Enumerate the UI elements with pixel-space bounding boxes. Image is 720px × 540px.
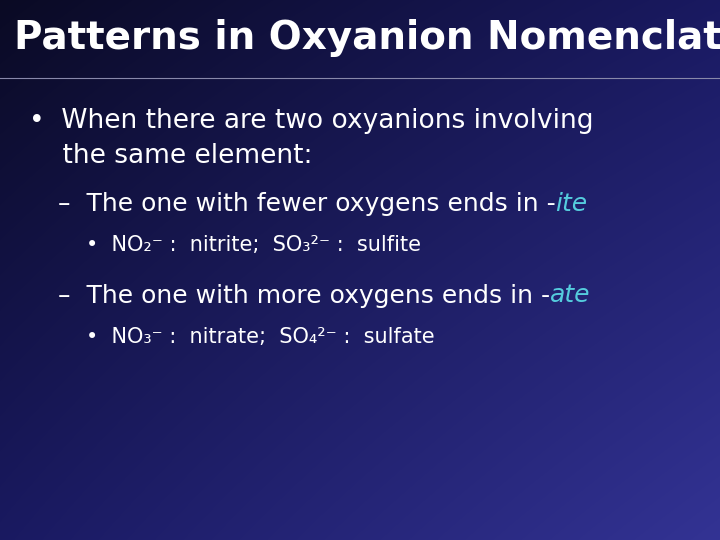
Text: Patterns in Oxyanion Nomenclature: Patterns in Oxyanion Nomenclature — [14, 19, 720, 57]
Text: •  NO₃⁻ :  nitrate;  SO₄²⁻ :  sulfate: • NO₃⁻ : nitrate; SO₄²⁻ : sulfate — [86, 327, 435, 347]
Text: ite: ite — [555, 192, 588, 215]
Text: –  The one with more oxygens ends in -: – The one with more oxygens ends in - — [58, 284, 550, 307]
Text: the same element:: the same element: — [29, 143, 312, 169]
Text: •  NO₂⁻ :  nitrite;  SO₃²⁻ :  sulfite: • NO₂⁻ : nitrite; SO₃²⁻ : sulfite — [86, 235, 421, 255]
Text: •  When there are two oxyanions involving: • When there are two oxyanions involving — [29, 108, 593, 134]
Text: ate: ate — [550, 284, 590, 307]
Text: –  The one with fewer oxygens ends in -: – The one with fewer oxygens ends in - — [58, 192, 555, 215]
